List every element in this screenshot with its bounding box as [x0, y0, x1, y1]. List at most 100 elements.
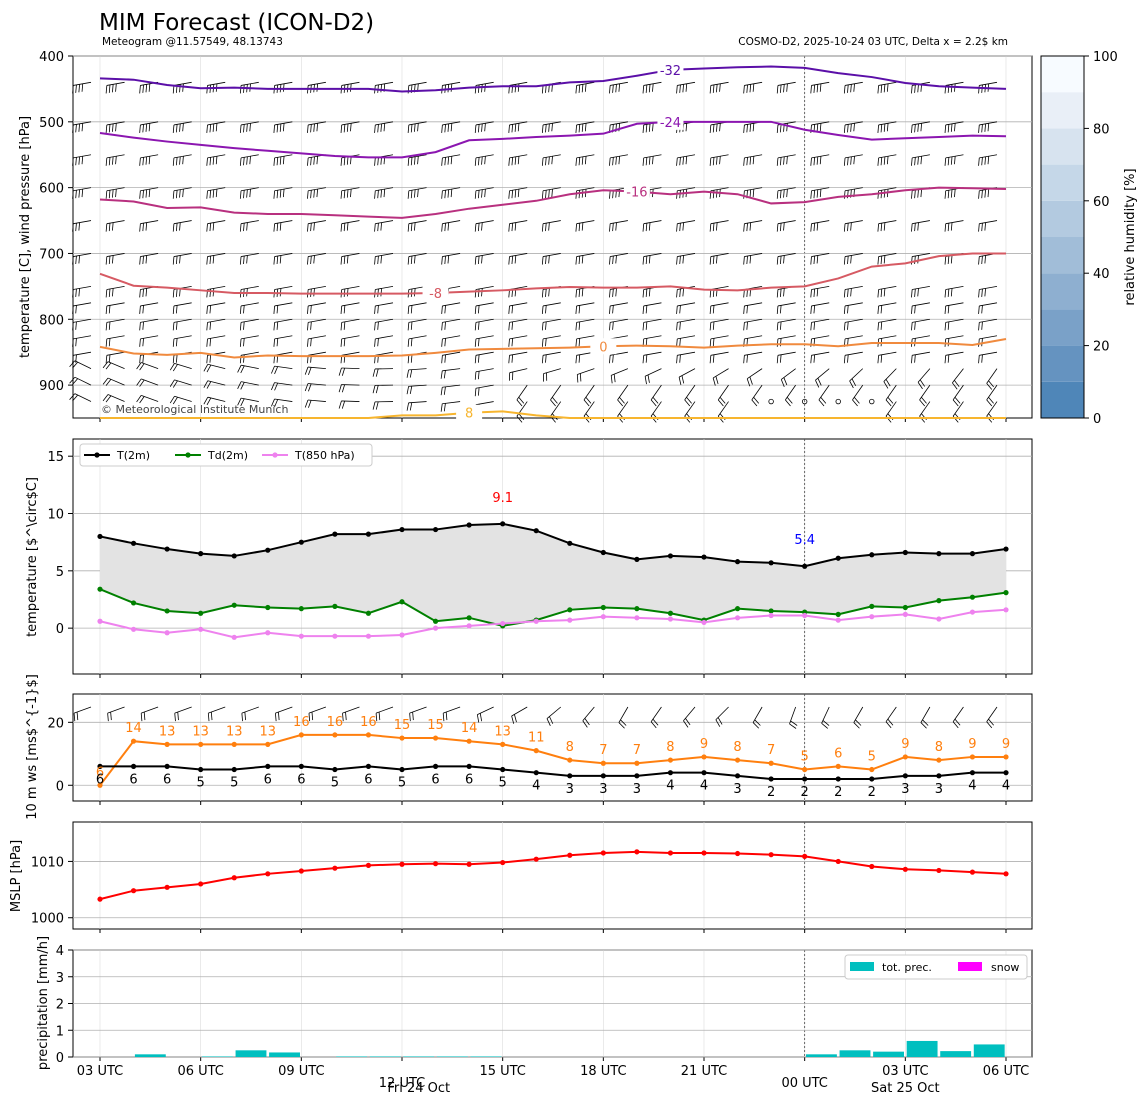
wind-barb-feather — [374, 322, 376, 331]
wind-barb-feather — [206, 397, 212, 406]
wind-barb-feather — [273, 355, 276, 364]
gust-value-label: 9 — [1002, 737, 1010, 752]
wind-barb-feather — [950, 156, 953, 165]
gust-value-label: 8 — [666, 740, 674, 755]
wind-point — [734, 773, 741, 779]
wind-barb-feather — [609, 190, 611, 199]
wind-barb-feather — [407, 124, 410, 133]
surface-wind-barb-feather — [650, 721, 657, 729]
surface-wind-barb-feather — [140, 713, 143, 722]
wind-point — [432, 735, 439, 741]
wind-barb-feather — [743, 124, 745, 133]
wind-barb-feather — [517, 123, 520, 132]
wind-barb-feather — [374, 223, 376, 232]
gust-value-label: 15 — [427, 718, 444, 733]
wind-barb-feather — [850, 156, 852, 165]
legend-swatch-marker — [185, 452, 191, 458]
wind-barb-feather — [810, 190, 812, 199]
temperature-point — [332, 531, 338, 537]
wind-barb-feather — [645, 124, 648, 133]
wind-barb-feather — [350, 123, 352, 132]
wind-barb-feather — [584, 123, 587, 132]
wind-barb-feather — [548, 222, 550, 231]
upper-air-ytick-label: 500 — [39, 116, 64, 131]
wind-barb-feather — [944, 322, 947, 331]
wind-barb-feather — [407, 190, 410, 199]
wind-barb-feather — [911, 355, 913, 364]
wind-barb-feather — [380, 255, 382, 264]
wind-point — [533, 770, 539, 776]
wind-barb-feather — [443, 386, 446, 395]
wind-barb-feather — [978, 289, 980, 298]
wind-barb-feather — [175, 157, 178, 166]
wind-barb-feather — [279, 123, 282, 132]
wind-barb-feather — [676, 190, 678, 199]
gust-value-label: 8 — [733, 740, 741, 755]
wind-barb-feather — [72, 361, 78, 369]
wind-barb-feather — [105, 85, 108, 94]
wind-barb-feather — [944, 157, 947, 166]
wind-barb-feather — [377, 305, 379, 314]
wind-barb-feather — [511, 255, 514, 265]
temperature-point — [466, 623, 472, 629]
wind-barb-feather — [749, 376, 753, 385]
wind-barb-feather — [240, 398, 245, 407]
surface-wind-barb-feather — [244, 712, 246, 721]
wind-barb-feather — [414, 123, 416, 132]
wind-barb-feather — [648, 255, 651, 264]
wind-barb-feather — [340, 305, 343, 314]
wind-barb-feather — [148, 156, 151, 165]
wind-barb-feather — [548, 123, 550, 132]
wind-barb-feather — [209, 321, 212, 330]
temperature-ytick-label: 10 — [47, 508, 64, 523]
wind-barb-feather — [206, 157, 208, 166]
wind-barb-feather — [377, 321, 379, 330]
wind-barb-feather — [642, 305, 645, 314]
wind-point — [869, 776, 875, 782]
mslp-point — [533, 856, 539, 862]
wind-barb-feather — [709, 85, 712, 94]
wind-barb-feather — [203, 396, 209, 405]
wind-barb-feather — [444, 157, 446, 166]
wind-barb-feather — [142, 305, 144, 314]
speed-value-label: 6 — [163, 772, 171, 787]
wind-barb-feather — [712, 157, 715, 166]
wind-barb-feather — [78, 255, 80, 264]
temperature-point — [936, 598, 942, 604]
wind-barb-feather — [340, 256, 343, 265]
wind-barb-feather — [914, 84, 916, 93]
wind-point — [634, 760, 640, 766]
wind-barb-feather — [310, 255, 312, 265]
wind-barb-feather — [243, 157, 245, 166]
isotherm-line — [99, 120, 1007, 159]
wind-barb-feather — [72, 124, 74, 133]
wind-barb-feather — [679, 84, 681, 93]
wind-barb-feather — [541, 322, 544, 331]
wind-barb-feather — [541, 223, 544, 232]
wind-barb-feather — [380, 288, 382, 297]
wind-barb-feather — [441, 223, 443, 232]
wind-point — [835, 763, 841, 769]
wind-barb-feather — [276, 190, 279, 199]
wind-barb-feather — [776, 322, 779, 331]
speed-value-label: 5 — [398, 776, 406, 791]
wind-barb-feather — [819, 156, 822, 165]
wind-barb-feather — [978, 305, 980, 314]
wind-barb-feather — [237, 365, 242, 373]
surface-wind-barb-feather — [752, 722, 760, 729]
wind-point — [466, 763, 472, 769]
wind-barb-feather — [776, 223, 779, 232]
mslp-point — [969, 869, 976, 875]
wind-barb-feather — [514, 156, 517, 165]
wind-barb-feather — [441, 355, 443, 364]
wind-barb-feather — [102, 394, 109, 402]
wind-barb-feather — [350, 83, 352, 92]
temperature-point — [231, 602, 237, 608]
wind-barb-feather — [779, 354, 782, 363]
calm-wind-circle — [869, 398, 875, 405]
wind-barb-feather — [944, 355, 947, 364]
wind-barb-feather — [407, 305, 410, 314]
mslp-point — [466, 861, 472, 867]
speed-value-label: 2 — [801, 785, 809, 800]
gust-value-label: 16 — [360, 715, 377, 730]
